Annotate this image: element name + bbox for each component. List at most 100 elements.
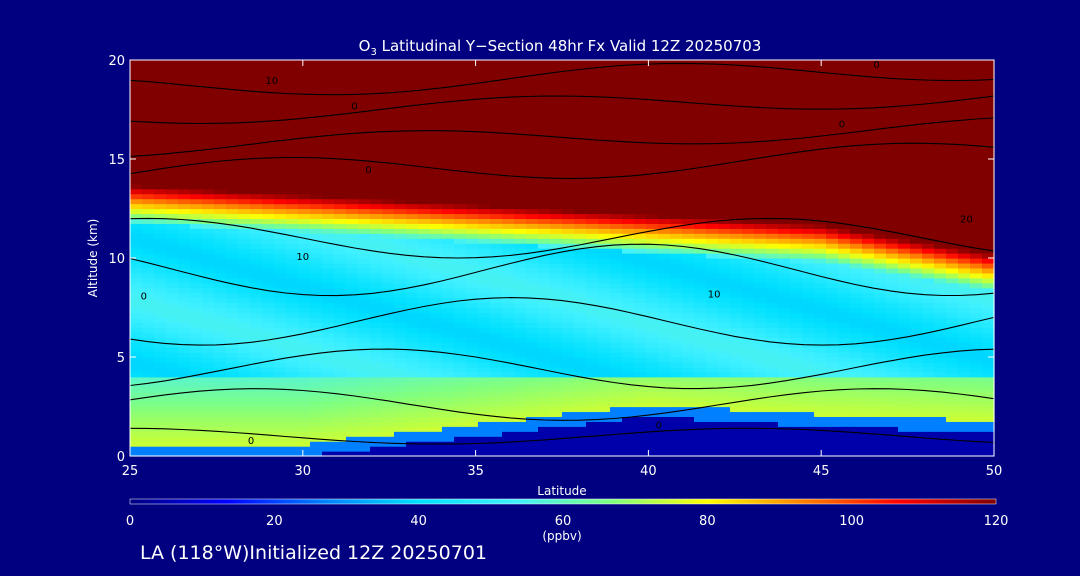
field-cell bbox=[754, 376, 767, 383]
field-cell bbox=[274, 371, 287, 378]
field-cell bbox=[478, 327, 491, 333]
field-cell bbox=[382, 129, 395, 135]
field-cell bbox=[742, 79, 755, 86]
field-cell bbox=[190, 84, 203, 91]
field-cell bbox=[130, 342, 143, 348]
field-cell bbox=[586, 74, 599, 81]
field-cell bbox=[334, 441, 347, 447]
field-cell bbox=[526, 426, 539, 432]
field-cell bbox=[358, 109, 371, 116]
field-cell bbox=[226, 381, 239, 388]
field-cell bbox=[442, 436, 455, 442]
field-cell bbox=[394, 396, 407, 403]
field-cell bbox=[310, 302, 323, 309]
field-cell bbox=[190, 134, 203, 140]
field-cell bbox=[262, 233, 275, 239]
field-cell bbox=[250, 144, 263, 150]
field-cell bbox=[286, 168, 299, 175]
field-cell bbox=[658, 248, 671, 254]
field-cell bbox=[658, 94, 671, 101]
field-cell bbox=[310, 233, 323, 239]
field-cell bbox=[646, 292, 659, 299]
field-cell bbox=[274, 168, 287, 175]
field-cell bbox=[286, 89, 299, 96]
field-cell bbox=[682, 60, 695, 66]
field-cell bbox=[814, 451, 827, 457]
field-cell bbox=[646, 381, 659, 388]
field-cell bbox=[178, 401, 191, 408]
field-cell bbox=[358, 386, 371, 393]
field-cell bbox=[694, 406, 707, 413]
field-cell bbox=[394, 69, 407, 76]
field-cell bbox=[262, 258, 275, 264]
field-cell bbox=[502, 223, 515, 229]
field-cell bbox=[622, 446, 635, 452]
field-cell bbox=[214, 89, 227, 96]
field-cell bbox=[658, 411, 671, 417]
field-cell bbox=[466, 203, 479, 210]
field-cell bbox=[226, 119, 239, 125]
field-cell bbox=[418, 233, 431, 239]
field-cell bbox=[766, 99, 779, 106]
field-cell bbox=[430, 60, 443, 66]
field-cell bbox=[646, 198, 659, 205]
field-cell bbox=[202, 208, 215, 215]
field-cell bbox=[466, 416, 479, 422]
field-cell bbox=[862, 371, 875, 378]
field-cell bbox=[850, 208, 863, 215]
field-cell bbox=[850, 159, 863, 165]
field-cell bbox=[442, 396, 455, 403]
field-cell bbox=[802, 79, 815, 86]
field-cell bbox=[778, 277, 791, 284]
field-cell bbox=[406, 223, 419, 229]
field-cell bbox=[466, 451, 479, 457]
field-cell bbox=[610, 352, 623, 358]
field-cell bbox=[370, 89, 383, 96]
field-cell bbox=[598, 173, 611, 180]
field-cell bbox=[790, 396, 803, 403]
field-cell bbox=[622, 104, 635, 111]
field-cell bbox=[274, 287, 287, 294]
field-cell bbox=[226, 238, 239, 244]
field-cell bbox=[526, 188, 539, 195]
field-cell bbox=[838, 129, 851, 135]
field-cell bbox=[430, 376, 443, 383]
field-cell bbox=[202, 446, 215, 452]
field-cell bbox=[754, 198, 767, 205]
field-cell bbox=[226, 347, 239, 353]
field-cell bbox=[658, 253, 671, 259]
field-cell bbox=[754, 119, 767, 125]
field-cell bbox=[586, 357, 599, 363]
field-cell bbox=[862, 272, 875, 279]
field-cell bbox=[778, 233, 791, 239]
field-cell bbox=[454, 406, 467, 413]
field-cell bbox=[694, 292, 707, 299]
field-cell bbox=[346, 332, 359, 338]
field-cell bbox=[154, 451, 167, 457]
field-cell bbox=[202, 421, 215, 427]
field-cell bbox=[850, 124, 863, 130]
field-cell bbox=[274, 114, 287, 120]
field-cell bbox=[454, 272, 467, 279]
field-cell bbox=[502, 69, 515, 76]
field-cell bbox=[466, 302, 479, 309]
field-cell bbox=[298, 322, 311, 328]
field-cell bbox=[442, 282, 455, 289]
field-cell bbox=[778, 94, 791, 101]
field-cell bbox=[346, 198, 359, 205]
field-cell bbox=[250, 396, 263, 403]
field-cell bbox=[286, 451, 299, 457]
field-cell bbox=[226, 253, 239, 259]
field-cell bbox=[346, 69, 359, 76]
field-cell bbox=[442, 94, 455, 101]
field-cell bbox=[130, 178, 143, 185]
field-cell bbox=[682, 203, 695, 210]
field-cell bbox=[706, 99, 719, 106]
field-cell bbox=[250, 99, 263, 106]
field-cell bbox=[346, 451, 359, 457]
field-cell bbox=[754, 69, 767, 76]
field-cell bbox=[130, 386, 143, 393]
field-cell bbox=[586, 327, 599, 333]
field-cell bbox=[514, 79, 527, 86]
field-cell bbox=[850, 302, 863, 309]
